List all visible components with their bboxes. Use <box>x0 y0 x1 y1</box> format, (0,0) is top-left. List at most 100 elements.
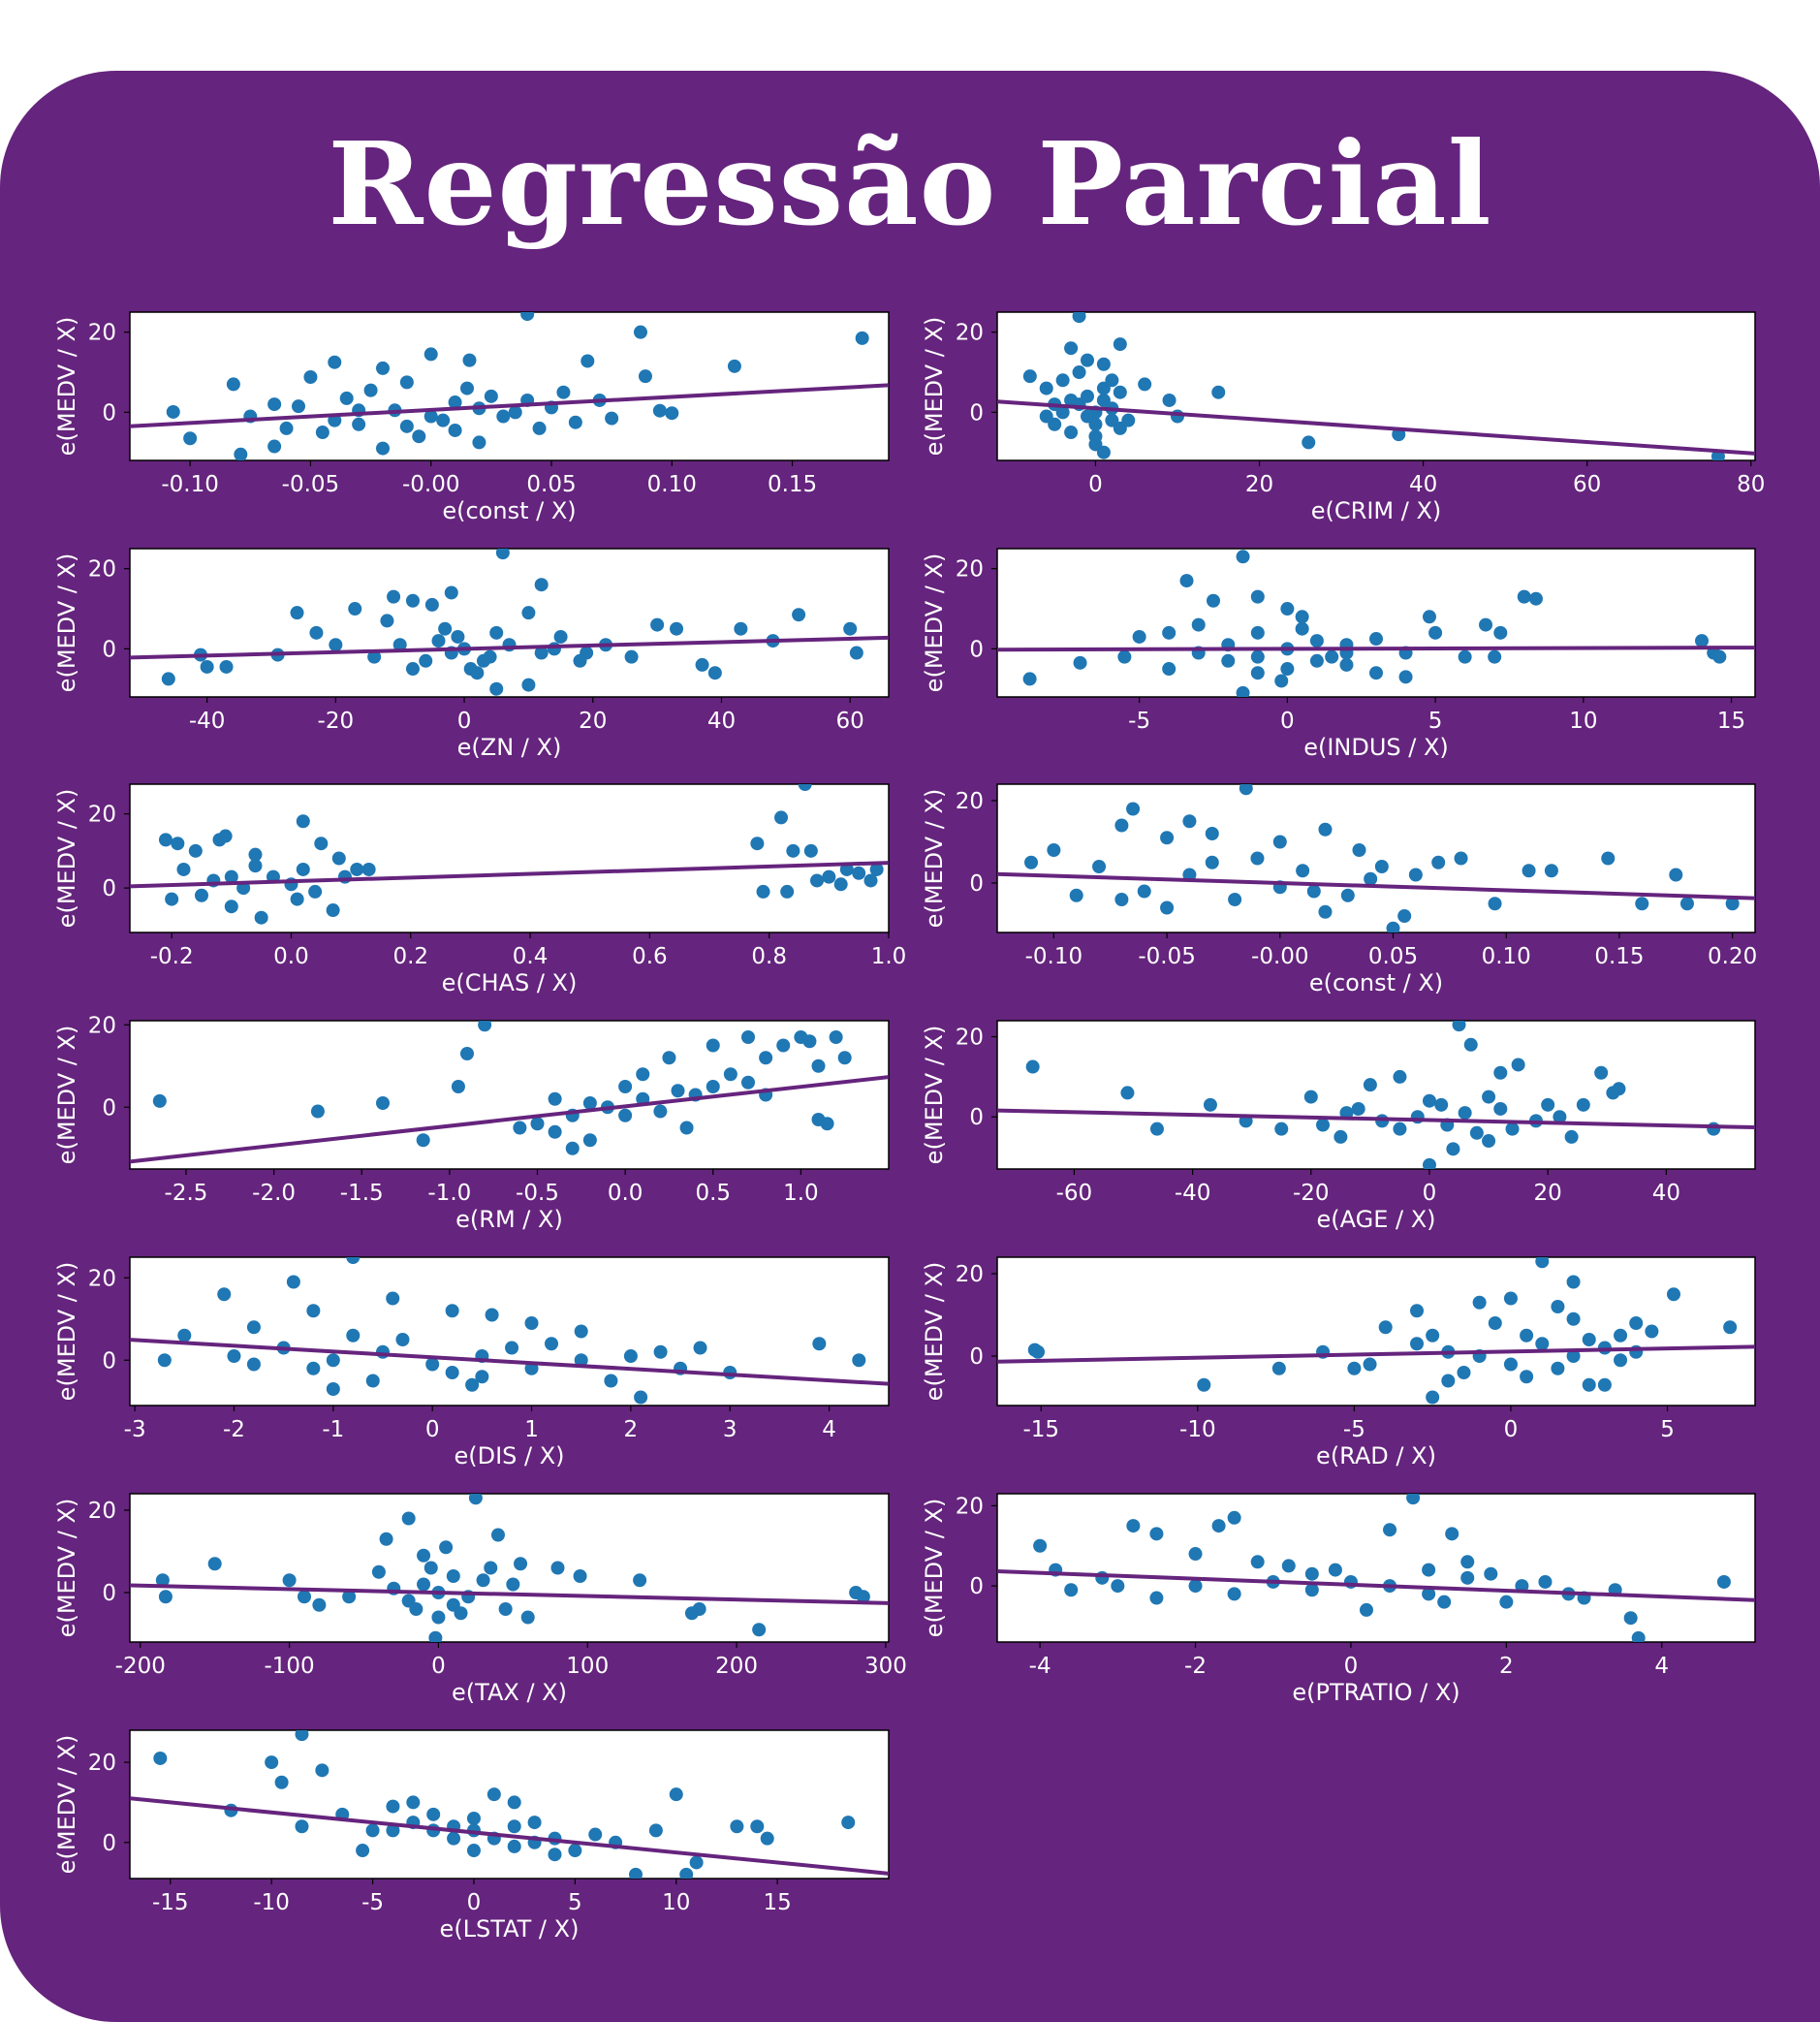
data-point <box>1113 385 1127 399</box>
data-point <box>856 1590 870 1604</box>
data-point <box>248 847 263 862</box>
x-tick-label: 40 <box>707 709 736 734</box>
data-point <box>634 1390 648 1405</box>
data-point <box>472 435 486 450</box>
data-point <box>498 1602 513 1616</box>
x-tick-label: 3 <box>723 1417 737 1442</box>
data-point <box>1160 900 1175 915</box>
data-point <box>520 1610 535 1625</box>
data-point <box>759 1051 773 1065</box>
data-point <box>1437 1595 1452 1609</box>
data-point <box>852 866 866 880</box>
data-point <box>707 666 722 680</box>
plot-content <box>997 312 1755 460</box>
data-point <box>671 1084 685 1098</box>
data-point <box>352 417 366 431</box>
data-point <box>1576 1097 1590 1112</box>
data-point <box>527 1816 542 1830</box>
data-point <box>1211 385 1226 399</box>
data-point <box>1441 1374 1456 1388</box>
plot-area <box>996 783 1756 933</box>
data-point <box>1369 666 1383 680</box>
data-point <box>424 597 439 612</box>
data-point <box>812 1337 827 1351</box>
data-point <box>507 1819 521 1834</box>
data-point <box>331 851 346 866</box>
subplot-9: -3 -2 -1 0 1 2 3 4 0 20 e(DIS / X) e(MEDV / X) <box>53 1256 890 1469</box>
data-point <box>380 614 394 628</box>
x-axis-label: e(DIS / X) <box>454 1442 564 1469</box>
y-tick-label: 20 <box>956 557 984 583</box>
data-point <box>484 389 498 403</box>
data-point <box>1511 1058 1525 1072</box>
y-tick-label: 20 <box>956 789 984 814</box>
data-point <box>650 617 665 632</box>
y-tick-label: 20 <box>88 1013 116 1038</box>
data-point <box>1025 1059 1040 1074</box>
data-point <box>1679 897 1694 911</box>
data-point <box>689 1855 704 1870</box>
data-point <box>1024 855 1039 869</box>
x-tick-label: 0.05 <box>1368 944 1418 969</box>
y-tick-label: 0 <box>102 400 116 426</box>
data-point <box>306 1361 321 1375</box>
data-point <box>436 413 451 427</box>
data-point <box>303 369 318 384</box>
data-point <box>1126 1519 1141 1533</box>
data-point <box>1566 1349 1581 1363</box>
data-point <box>1614 1353 1628 1368</box>
data-point <box>1422 1093 1436 1108</box>
x-tick-label: -5 <box>361 1890 384 1915</box>
data-point <box>489 681 504 696</box>
data-point <box>1080 389 1094 403</box>
data-point <box>869 862 884 876</box>
data-point <box>629 1867 643 1879</box>
data-point <box>1458 1106 1472 1121</box>
data-point <box>568 1844 582 1858</box>
x-tick-label: 40 <box>1409 472 1437 497</box>
data-point <box>254 910 268 925</box>
data-point <box>648 1823 663 1838</box>
data-point <box>1302 435 1316 450</box>
data-point <box>1191 617 1206 632</box>
data-point <box>447 1831 461 1846</box>
data-point <box>1725 897 1740 911</box>
data-point <box>207 1557 222 1571</box>
data-point <box>1528 591 1543 606</box>
data-point <box>424 347 438 362</box>
data-point <box>1488 1316 1502 1330</box>
data-point <box>1426 1390 1440 1405</box>
x-tick-label: -0.05 <box>282 472 340 497</box>
data-point <box>387 589 401 604</box>
plot-area <box>129 548 890 698</box>
data-point <box>1281 1559 1296 1573</box>
data-point <box>1601 851 1616 866</box>
x-tick-label: -0.10 <box>1025 944 1083 969</box>
data-point <box>1707 1122 1721 1136</box>
x-tick-label: 1.0 <box>871 944 907 969</box>
y-tick-label: 0 <box>102 1095 116 1121</box>
data-point <box>1188 1547 1203 1562</box>
x-tick-label: -10 <box>1179 1417 1216 1442</box>
data-point <box>478 1021 492 1032</box>
data-point <box>1160 831 1175 845</box>
data-point <box>1363 1357 1377 1372</box>
data-point <box>315 1763 329 1778</box>
x-tick-label: -100 <box>264 1654 314 1679</box>
data-point <box>520 312 535 322</box>
data-point <box>1431 855 1446 869</box>
x-tick-label: -0.00 <box>1251 944 1309 969</box>
data-point <box>633 1573 647 1588</box>
regression-line <box>130 1338 889 1386</box>
data-point <box>803 843 818 858</box>
data-point <box>1597 1377 1612 1392</box>
data-point <box>1551 1300 1565 1313</box>
data-point <box>669 1787 683 1802</box>
data-point <box>350 862 364 876</box>
data-point <box>1031 1344 1046 1359</box>
data-point <box>1631 1630 1646 1642</box>
data-point <box>1096 393 1111 407</box>
data-point <box>1386 921 1400 932</box>
data-point <box>1149 1527 1164 1541</box>
x-axis-label: e(LSTAT / X) <box>440 1915 580 1943</box>
